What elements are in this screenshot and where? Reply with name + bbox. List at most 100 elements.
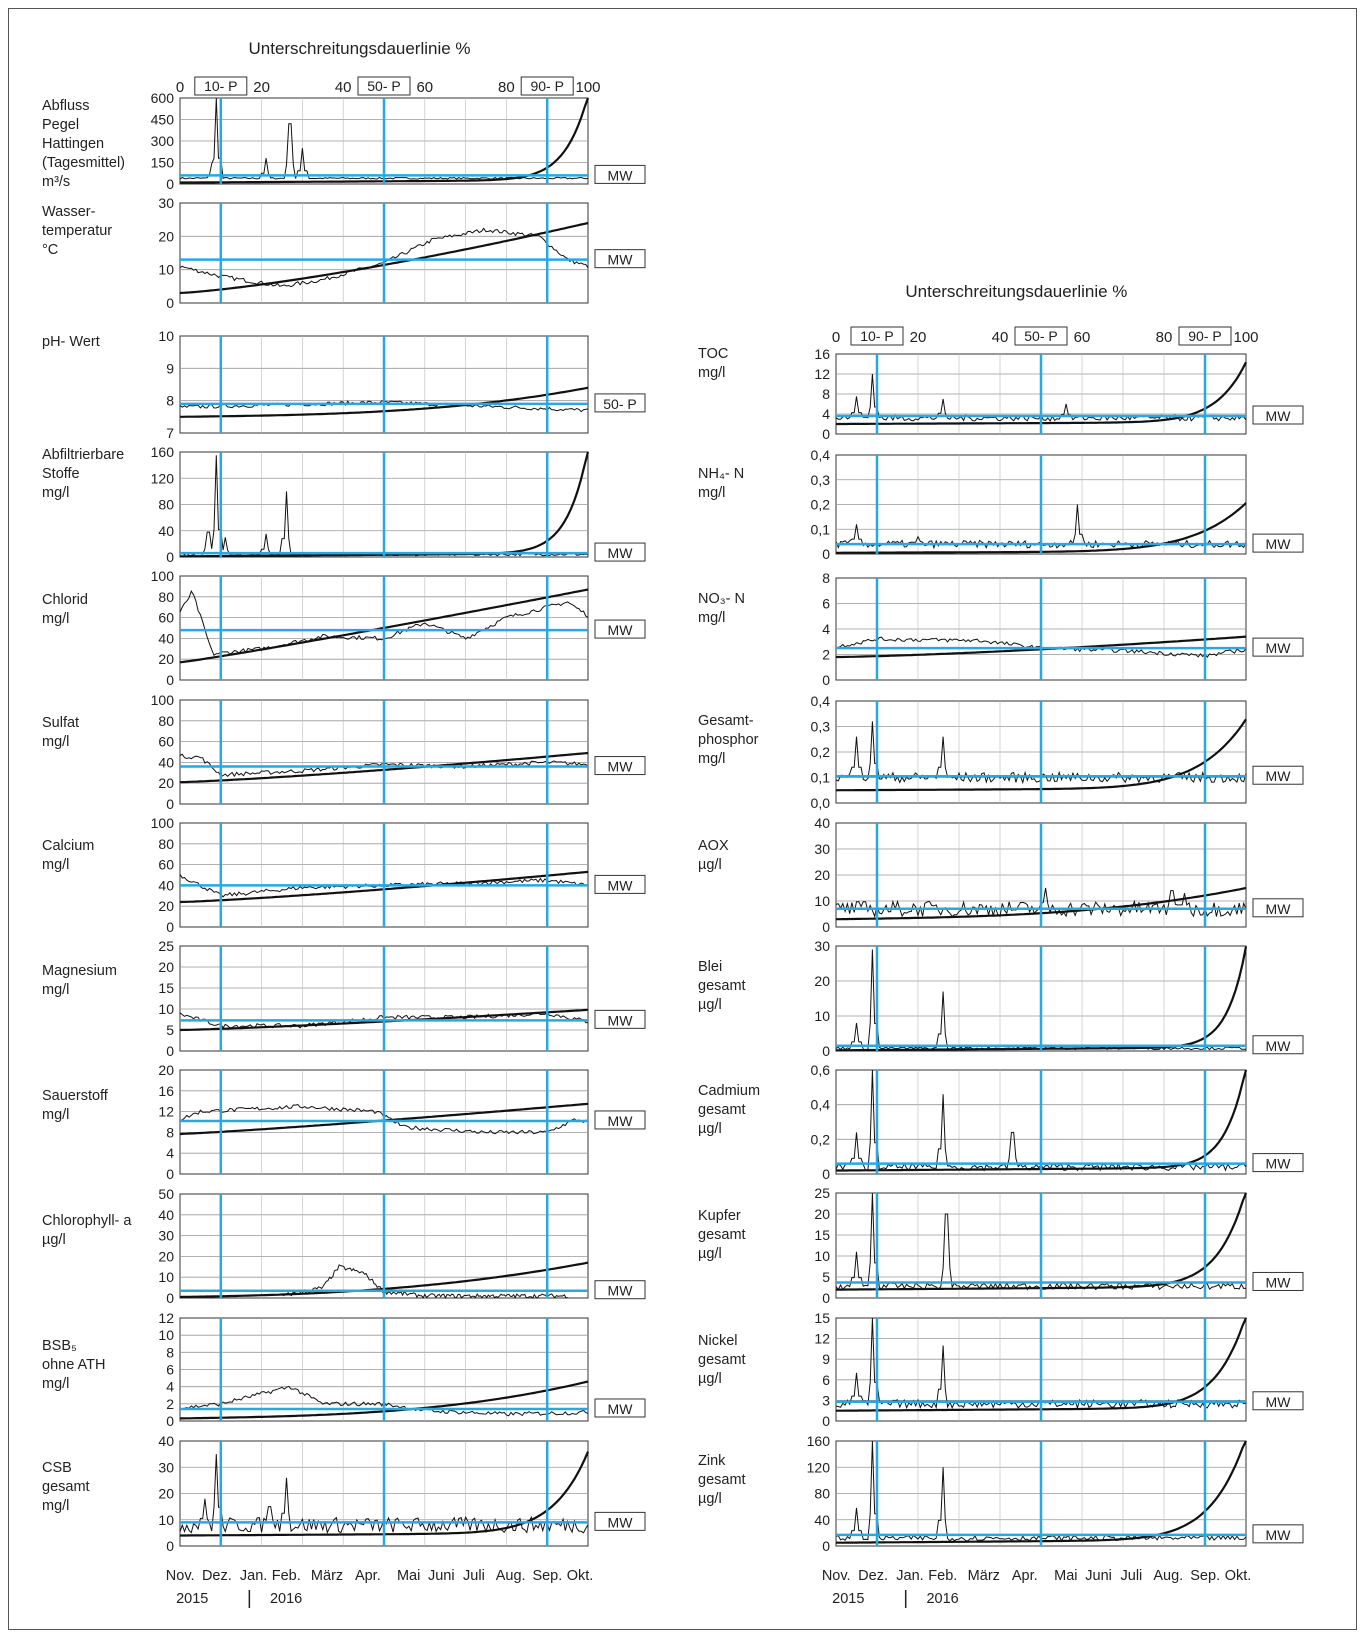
parameter-label-line: µg/l: [698, 1246, 722, 1262]
month-label: Aug.: [1153, 1568, 1183, 1584]
mean-label-box: [594, 1110, 646, 1130]
parameter-label-line: Cadmium: [698, 1083, 760, 1099]
mean-label: MW: [1266, 1038, 1292, 1054]
y-tick-label: 12: [158, 1310, 174, 1326]
month-label: Mai: [397, 1568, 420, 1584]
y-tick-label: 0: [822, 1538, 830, 1554]
parameter-label: Wasser-temperatur °C: [42, 204, 112, 258]
y-tick-label: 60: [158, 734, 174, 750]
parameter-label-line: (Tagesmittel): [42, 155, 125, 171]
mean-label: MW: [1266, 536, 1292, 552]
parameter-label-line: BSB₅: [42, 1338, 77, 1354]
y-tick-label: 10: [814, 893, 830, 909]
chart-panel: 0 4 8 12 16 MW TOC mg/l: [698, 346, 1304, 442]
mean-label: MW: [608, 1283, 634, 1299]
y-tick-label: 20: [158, 228, 174, 244]
month-label: Sep.: [1190, 1568, 1220, 1584]
year-label-right: 2016: [926, 1591, 958, 1607]
parameter-label-line: µg/l: [698, 1491, 722, 1507]
percentile-box-label: 50- P: [367, 78, 400, 94]
year-label-right: 2016: [270, 1591, 302, 1607]
parameter-label: NO₃- N mg/l: [698, 591, 745, 626]
y-tick-label: 20: [158, 1248, 174, 1264]
parameter-label: TOC mg/l: [698, 346, 728, 381]
parameter-label-line: gesamt: [698, 1352, 746, 1368]
y-tick-label: 0: [822, 1166, 830, 1182]
month-label: März: [968, 1568, 1000, 1584]
mean-label-box: [1252, 1271, 1304, 1291]
percent-tick-label: 60: [416, 79, 433, 96]
y-tick-label: 2: [822, 647, 830, 663]
parameter-label-line: AOX: [698, 838, 729, 854]
chart-panel: 0 3 6 9 12 15 MW Nickel gesamt µg/l: [698, 1310, 1304, 1429]
mean-label-box: [1252, 637, 1304, 657]
mean-label-box: [1252, 1391, 1304, 1411]
year-label-left: 2015: [832, 1591, 864, 1607]
chart-panel: 0 20 40 60 80 100 MW Chlorid mg/l: [42, 568, 646, 688]
y-tick-label: 40: [814, 1512, 830, 1528]
y-tick-label: 30: [814, 938, 830, 954]
y-tick-label: 0,2: [811, 1131, 831, 1147]
y-tick-label: 0,1: [811, 521, 831, 537]
month-label: Juni: [428, 1568, 455, 1584]
mean-label: MW: [608, 1113, 634, 1129]
y-tick-label: 10: [158, 1001, 174, 1017]
mean-label: MW: [1266, 901, 1292, 917]
parameter-label-line: Kupfer: [698, 1208, 741, 1224]
percentile-box-label: 90- P: [1188, 328, 1221, 344]
parameter-label-line: mg/l: [42, 1376, 69, 1392]
y-tick-label: 160: [807, 1433, 831, 1449]
y-tick-label: 0: [822, 1413, 830, 1429]
y-tick-label: 4: [166, 1379, 174, 1395]
y-tick-label: 10: [158, 1269, 174, 1285]
mean-label: MW: [608, 877, 634, 893]
mean-label: MW: [608, 1514, 634, 1530]
y-tick-label: 40: [158, 1433, 174, 1449]
y-tick-label: 0,4: [811, 1097, 831, 1113]
percentile-box: [1178, 326, 1232, 346]
mean-label-box: [1252, 1524, 1304, 1544]
y-tick-label: 0,2: [811, 744, 831, 760]
y-tick-label: 0: [822, 1290, 830, 1306]
y-tick-label: 8: [166, 1124, 174, 1140]
y-tick-label: 10: [158, 1327, 174, 1343]
parameter-label: CSB gesamt mg/l: [42, 1460, 90, 1514]
mean-label-box: [594, 619, 646, 639]
y-tick-label: 0,0: [811, 795, 831, 811]
mean-label-box: [594, 164, 646, 184]
mean-label-box: [1252, 898, 1304, 918]
y-tick-label: 120: [151, 470, 175, 486]
percent-tick-label: 80: [1156, 329, 1173, 346]
y-tick-label: 80: [158, 713, 174, 729]
y-tick-label: 100: [151, 692, 175, 708]
parameter-label-line: Abfluss: [42, 98, 90, 114]
y-tick-label: 20: [158, 898, 174, 914]
y-tick-label: 2: [166, 1396, 174, 1412]
parameter-label-line: pH- Wert: [42, 334, 100, 350]
month-label: Jan.: [240, 1568, 267, 1584]
chart-panel: 0 10 20 30 40 50 MW Chlorophyll- a µg/l: [42, 1186, 646, 1306]
y-tick-label: 16: [158, 1083, 174, 1099]
mean-label-box: [594, 1280, 646, 1300]
parameter-label: Magnesium mg/l: [42, 963, 117, 998]
percentile-box-label: 50- P: [1024, 328, 1057, 344]
y-tick-label: 80: [158, 836, 174, 852]
y-tick-label: 300: [151, 133, 175, 149]
y-tick-label: 0: [822, 426, 830, 442]
parameter-label-line: µg/l: [698, 857, 722, 873]
parameter-label-line: ohne ATH: [42, 1357, 105, 1373]
header-title: Unterschreitungsdauerlinie %: [905, 282, 1127, 301]
y-tick-label: 0: [166, 176, 174, 192]
y-tick-label: 150: [151, 155, 175, 171]
month-label: Dez.: [858, 1568, 888, 1584]
mean-label-box: [594, 1009, 646, 1029]
mean-label-box: [594, 393, 646, 413]
y-tick-label: 6: [822, 596, 830, 612]
chart-panel: 0 10 20 30 40 MW AOX µg/l: [698, 815, 1304, 935]
mean-label-box: [594, 542, 646, 562]
y-tick-label: 10: [158, 262, 174, 278]
mean-label: MW: [608, 167, 634, 183]
mean-label-box: [594, 874, 646, 894]
y-tick-label: 40: [158, 630, 174, 646]
month-label: März: [311, 1568, 343, 1584]
